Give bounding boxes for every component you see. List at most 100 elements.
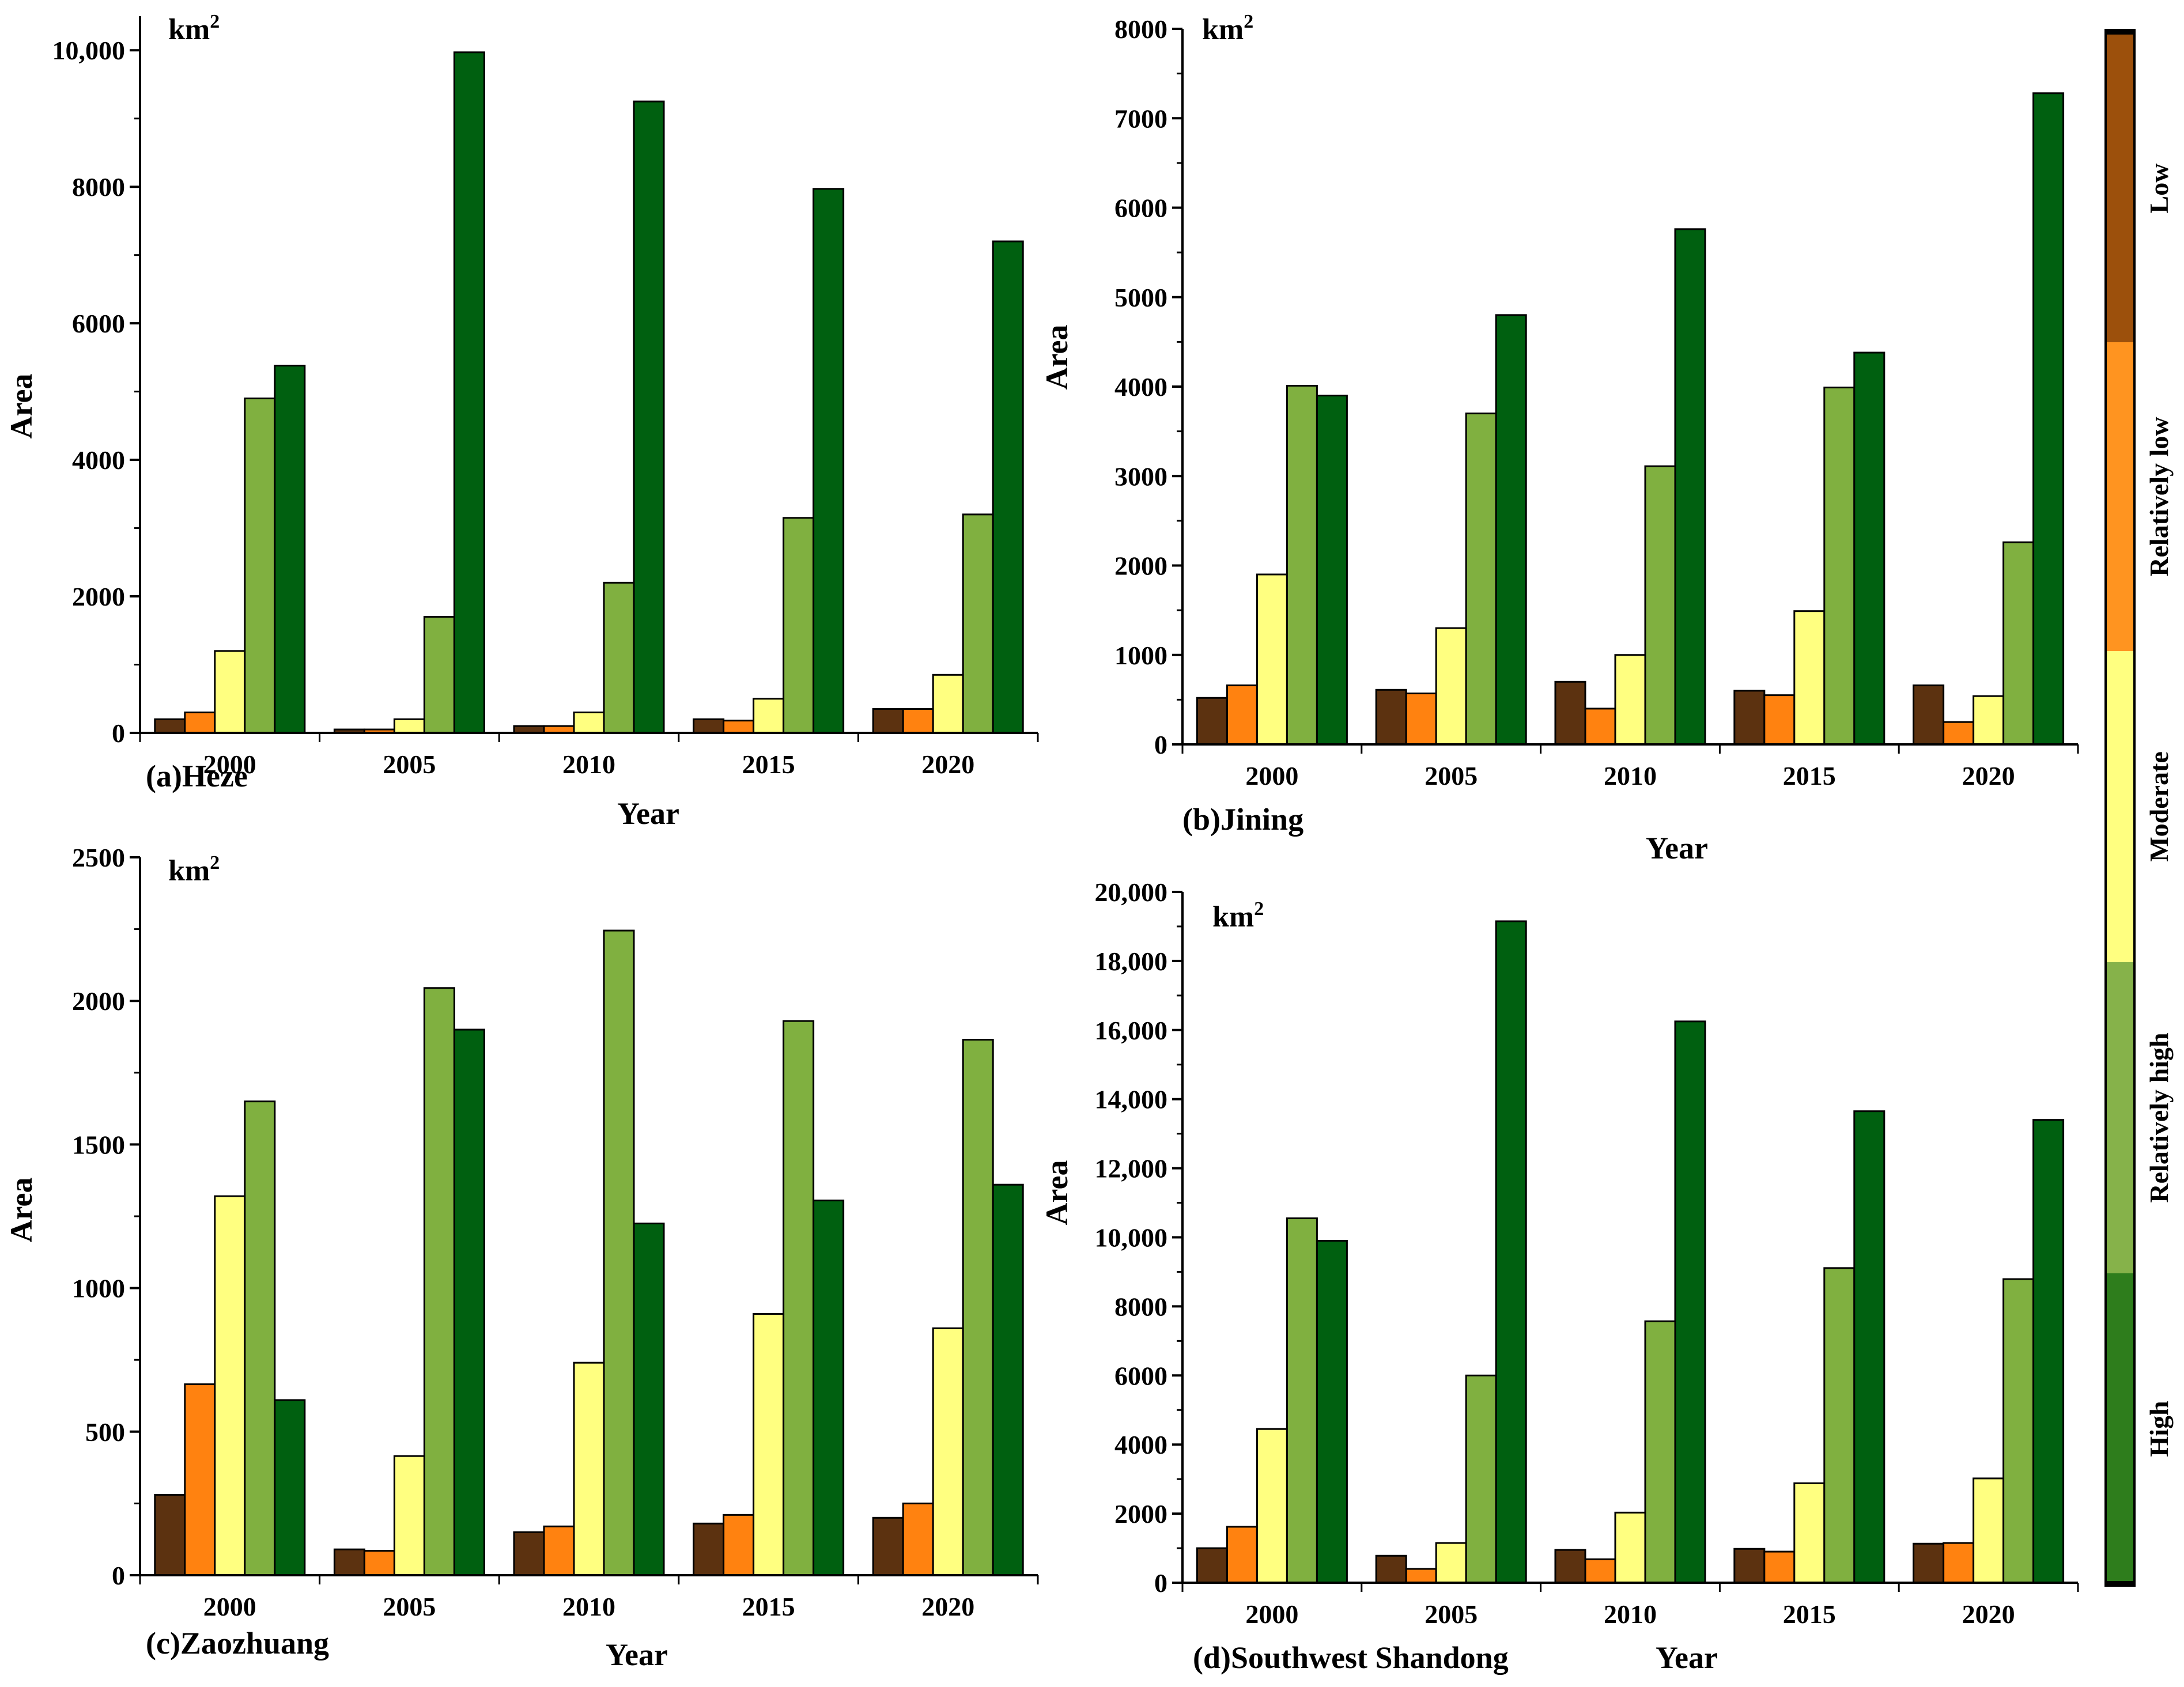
y-tick-label: 500 (85, 1417, 125, 1447)
bar-2000-relatively-low (1226, 684, 1258, 746)
y-tick-label: 10,000 (52, 36, 126, 65)
y-tick-label: 3000 (1114, 462, 1167, 491)
y-tick-label: 1000 (1114, 641, 1167, 670)
unit-exponent: 2 (210, 11, 220, 32)
bar-2015-relatively-high (783, 517, 815, 734)
legend: High Relatively high Moderate Relatively… (2104, 29, 2174, 1587)
unit-base: km (1212, 901, 1254, 933)
x-tick-label-2015: 2015 (1783, 1599, 1836, 1629)
bar-2020-high (2032, 92, 2065, 746)
legend-swatch-relatively-high (2107, 962, 2133, 1273)
unit-base: km (168, 13, 210, 46)
bar-2020-low (1913, 684, 1945, 746)
unit-label: km2 (1212, 898, 1264, 933)
bar-2000-low (1196, 697, 1228, 746)
bar-2020-high (992, 240, 1024, 734)
bar-2020-high (2032, 1119, 2065, 1584)
unit-label: km2 (168, 11, 220, 46)
bar-2015-moderate (753, 698, 785, 734)
bar-2020-low (1913, 1542, 1945, 1584)
x-tick-label-2005: 2005 (1424, 761, 1478, 790)
y-tick-label: 2000 (1114, 1499, 1167, 1529)
bar-2000-high (1316, 1239, 1348, 1584)
x-tick-label-2015: 2015 (742, 750, 795, 779)
x-tick-label-2015: 2015 (742, 1592, 795, 1621)
y-tick-label: 2000 (72, 582, 125, 611)
bar-2005-moderate (393, 718, 425, 734)
bar-2020-relatively-high (2002, 1278, 2035, 1584)
unit-exponent: 2 (1254, 898, 1264, 920)
bar-2000-relatively-low (184, 1383, 216, 1576)
y-tick-label: 8000 (1114, 1292, 1167, 1321)
bar-2020-relatively-high (2002, 541, 2035, 746)
x-tick-label-2020: 2020 (921, 1592, 974, 1621)
legend-bottom-cap (2106, 1581, 2134, 1586)
bar-2005-moderate (393, 1455, 425, 1576)
bar-2010-relatively-low (543, 1525, 575, 1576)
bar-2000-low (154, 1493, 186, 1576)
bar-2005-low (1375, 1554, 1407, 1584)
bar-2010-low (1554, 1549, 1586, 1584)
x-axis-title: Year (1646, 831, 1708, 865)
bar-2015-high (813, 188, 845, 734)
bar-2020-high (992, 1183, 1024, 1576)
x-tick-label-2005: 2005 (1424, 1599, 1478, 1629)
bar-2005-moderate (1435, 1542, 1467, 1584)
chart-panel--d-southwest-shandong: 0 2000 4000 6000 8000 10,000 12,000 14,000 16,00… (1040, 877, 2079, 1675)
x-tick-label-2015: 2015 (1783, 761, 1836, 790)
bar-2000-relatively-low (1226, 1526, 1258, 1584)
legend-swatch-high (2107, 1273, 2133, 1584)
y-tick-label: 5000 (1114, 283, 1167, 312)
bar-2020-relatively-high (962, 513, 994, 734)
bar-2015-moderate (1793, 610, 1826, 746)
bar-2020-moderate (932, 674, 964, 734)
y-tick-label: 2000 (72, 986, 125, 1016)
bar-2015-relatively-high (1823, 1267, 1856, 1584)
y-tick-label: 4000 (1114, 1430, 1167, 1459)
x-tick-label-2010: 2010 (1604, 1599, 1657, 1629)
bar-2015-low (1733, 690, 1766, 746)
y-axis-title: Area (1040, 1160, 1074, 1225)
x-tick-label-2020: 2020 (921, 750, 974, 779)
bar-2005-high (453, 51, 485, 734)
x-tick-label-2010: 2010 (1604, 761, 1657, 790)
panel-label: (a)Heze (146, 759, 248, 793)
y-tick-label: 4000 (72, 445, 125, 475)
bar-2010-relatively-high (1644, 1320, 1676, 1584)
bar-2005-low (333, 1548, 365, 1576)
bar-2015-high (1853, 1110, 1886, 1584)
y-tick-label: 0 (1154, 730, 1167, 759)
x-tick-label-2020: 2020 (1962, 1599, 2015, 1629)
bar-2020-relatively-low (902, 1502, 934, 1576)
panel-label: (b)Jining (1182, 802, 1303, 837)
bar-2020-low (872, 708, 904, 734)
legend-label-moderate: Moderate (2144, 751, 2174, 862)
bar-2010-high (1674, 228, 1706, 746)
chart-panel--c-zaozhuang: 0 500 1000 1500 2000 2500 2000 2005 2010 2015 2020… (4, 843, 1039, 1672)
bar-2010-relatively-high (603, 929, 635, 1576)
bar-2010-relatively-low (1584, 1558, 1616, 1584)
chart-panel--b-jining: 0 1000 2000 3000 4000 5000 6000 7000 8000 2000 200… (1040, 11, 2079, 865)
bar-2015-relatively-low (1763, 694, 1796, 746)
y-tick-label: 2000 (1114, 551, 1167, 581)
bar-2005-relatively-low (1405, 693, 1437, 746)
x-tick-label-2000: 2000 (1245, 1599, 1298, 1629)
bar-2000-relatively-high (1286, 384, 1318, 746)
bar-2010-moderate (573, 1361, 605, 1576)
y-tick-label: 7000 (1114, 104, 1167, 133)
x-axis-title: Year (617, 796, 679, 831)
bar-2015-high (813, 1200, 845, 1576)
y-tick-label: 12,000 (1095, 1154, 1168, 1183)
y-axis-title: Area (4, 1178, 39, 1243)
bar-2015-low (693, 718, 725, 734)
y-tick-label: 0 (1154, 1568, 1167, 1598)
bar-2010-relatively-high (603, 581, 635, 734)
bar-2015-relatively-low (1763, 1550, 1796, 1584)
bar-2015-relatively-high (1823, 387, 1856, 746)
bar-2015-low (1733, 1548, 1766, 1584)
bar-2005-high (453, 1028, 485, 1576)
bar-2015-low (693, 1522, 725, 1576)
y-tick-label: 0 (112, 718, 125, 748)
bar-2020-relatively-low (1943, 721, 1975, 746)
